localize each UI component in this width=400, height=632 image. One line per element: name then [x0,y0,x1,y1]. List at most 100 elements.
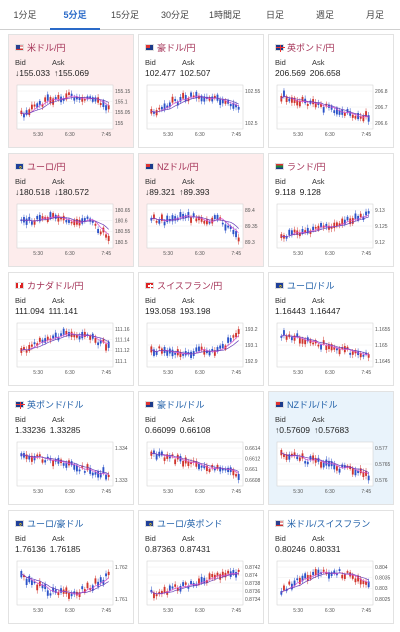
tab-timeframe-2[interactable]: 15分足 [110,10,139,20]
candle-body [365,352,367,355]
candle-body [182,460,185,467]
candle-body [224,224,227,231]
candle-body [349,218,352,225]
candle-body [52,335,55,339]
mini-chart-svg: 1.334 1.333 5:30 6:30 7:45 [16,441,128,495]
candle-body [359,578,362,585]
candle-body [306,103,309,106]
mini-chart[interactable]: 102.55 102.5 5:30 6:30 7:45 [145,83,261,143]
candle-body [83,589,86,593]
currency-card[interactable]: 米ドル/スイスフラン Bid Ask 0.80246 0.80331 0.804 0.803… [268,510,394,624]
pair-name[interactable]: ランド/円 [287,161,326,172]
tab-timeframe-4[interactable]: 1時間足 [208,10,241,20]
candle-body [335,466,338,471]
candle-body [99,472,102,478]
currency-card[interactable]: ユーロ/豪ドル Bid Ask 1.76136 1.76185 1.762 1.761 5:3… [8,510,134,624]
candle-body [38,337,41,342]
mini-chart[interactable]: 206.8 206.7 206.6 5:30 6:30 7:45 [275,83,391,143]
ask-label: Ask [52,296,65,305]
ca-flag-icon [15,281,27,289]
y-tick-label: 0.6614 [245,446,261,452]
tab-timeframe-0[interactable]: 1分足 [13,10,37,20]
pair-name[interactable]: 豪ドル/円 [157,42,196,53]
mini-chart[interactable]: 9.13 9.125 9.12 5:30 6:30 7:45 [275,202,391,262]
mini-chart[interactable]: 111.16 111.14 111.12 111.1 5:30 6:30 7:45 [15,321,131,381]
candle-body [25,218,28,225]
card-header: 英ポンド/ドル [15,398,84,410]
bid-ask-labels: Bid Ask [145,177,219,186]
pair-name[interactable]: NZドル/ドル [287,399,338,410]
y-tick-label: 9.12 [375,240,385,246]
candle-body [235,474,237,477]
moving-average-short [281,334,369,356]
mini-chart[interactable]: 1.334 1.333 5:30 6:30 7:45 [15,440,131,500]
tab-timeframe-5[interactable]: 日足 [265,10,284,20]
y-tick-label: 0.8742 [245,565,261,571]
tab-timeframe-7[interactable]: 月足 [365,10,384,20]
candle-body [190,92,192,97]
mini-chart[interactable]: 1.1655 1.165 1.1645 5:30 6:30 7:45 [275,321,391,381]
tab-timeframe-6[interactable]: 週足 [315,10,334,20]
currency-card[interactable]: スイスフラン/円 Bid Ask 193.058 193.198 193.2 193.1 19… [138,272,264,386]
mini-chart[interactable]: 0.6614 0.6612 0.661 0.6608 5:30 6:30 7:45 [145,440,261,500]
currency-card[interactable]: NZドル/ドル Bid Ask ↑0.57609 ↑0.57683 0.577 0.5765… [268,391,394,505]
candle-body [179,351,182,358]
pair-name[interactable]: スイスフラン/円 [157,280,223,291]
candle-body [232,229,235,235]
mini-chart[interactable]: 0.804 0.8035 0.803 0.8025 5:30 6:30 7:45 [275,559,391,619]
candle-body [44,338,47,343]
y-tick-label: 9.125 [375,224,388,230]
y-tick-label: 111.1 [115,359,127,365]
candle-body [73,334,76,338]
pair-name[interactable]: 豪ドル/ドル [157,399,205,410]
currency-card[interactable]: 英ポンド/円 Bid Ask 206.569 206.658 206.8 206.7 206.… [268,34,394,148]
pair-name[interactable]: ユーロ/英ポンド [157,518,223,529]
y-tick-label: 0.577 [375,446,388,452]
candle-body [365,470,367,476]
pair-name[interactable]: 英ポンド/円 [287,42,335,53]
mini-chart[interactable]: 155.15 155.1 155.05 155 5:30 6:30 7:45 [15,83,131,143]
candle-body [94,472,97,475]
pair-name[interactable]: 米ドル/円 [27,42,66,53]
pair-name[interactable]: NZドル/円 [157,161,199,172]
y-tick-label: 0.8738 [245,581,261,587]
currency-card[interactable]: ランド/円 Bid Ask 9.118 9.128 9.13 9.125 9.12 5:30 6:… [268,153,394,267]
mini-chart[interactable]: 180.65 180.6 180.55 180.5 5:30 6:30 7:45 [15,202,131,262]
currency-card[interactable]: 米ドル/円 Bid Ask ↓155.033 ↑155.069 155.15 155.1 15… [8,34,134,148]
candle-body [335,348,338,351]
bid-ask-labels: Bid Ask [15,58,89,67]
pair-name[interactable]: カナダドル/円 [27,280,84,291]
ask-label: Ask [182,534,195,543]
mini-chart[interactable]: 89.4 89.35 89.3 5:30 6:30 7:45 [145,202,261,262]
candle-body [317,102,320,106]
currency-card[interactable]: カナダドル/円 Bid Ask 111.094 111.141 111.16 111.14 1… [8,272,134,386]
candle-body [174,99,177,101]
currency-card[interactable]: ユーロ/英ポンド Bid Ask 0.87363 0.87431 0.8742 0.874 0… [138,510,264,624]
candle-body [41,459,44,463]
currency-card[interactable]: 英ポンド/ドル Bid Ask 1.33236 1.33285 1.334 1.333 5:3… [8,391,134,505]
candle-body [208,221,211,224]
currency-card[interactable]: 豪ドル/円 Bid Ask 102.477 102.507 102.55 102.5 5:30… [138,34,264,148]
tab-timeframe-3[interactable]: 30分足 [160,10,189,20]
currency-card[interactable]: ユーロ/ドル Bid Ask 1.16443 1.16447 1.1655 1.165 1.1… [268,272,394,386]
mini-chart[interactable]: 0.577 0.5765 0.576 5:30 6:30 7:45 [275,440,391,500]
candle-body [184,95,187,102]
bid-label: Bid [145,58,156,67]
pair-name[interactable]: ユーロ/豪ドル [27,518,84,529]
bid-value: 0.87363 [145,544,176,554]
mini-chart[interactable]: 193.2 193.1 192.9 5:30 6:30 7:45 [145,321,261,381]
card-header: 豪ドル/円 [145,41,196,53]
candle-body [44,460,47,463]
pair-name[interactable]: 米ドル/スイスフラン [287,518,371,529]
candle-body [227,225,230,228]
pair-name[interactable]: 英ポンド/ドル [27,399,84,410]
tab-timeframe-1[interactable]: 5分足 [50,0,100,30]
currency-card[interactable]: ユーロ/円 Bid Ask ↓180.518 ↓180.572 180.65 180.6 18… [8,153,134,267]
mini-chart[interactable]: 0.8742 0.874 0.8738 0.8736 0.8734 5:30 6:30 7:4… [145,559,261,619]
mini-chart[interactable]: 1.762 1.761 5:30 6:30 7:45 [15,559,131,619]
currency-card[interactable]: 豪ドル/ドル Bid Ask 0.66099 0.66108 0.6614 0.6612 0.… [138,391,264,505]
pair-name[interactable]: ユーロ/円 [27,161,66,172]
currency-card[interactable]: NZドル/円 Bid Ask ↓89.321 ↑89.393 89.4 89.35 89.3 5… [138,153,264,267]
candle-body [330,572,333,576]
pair-name[interactable]: ユーロ/ドル [287,280,335,291]
